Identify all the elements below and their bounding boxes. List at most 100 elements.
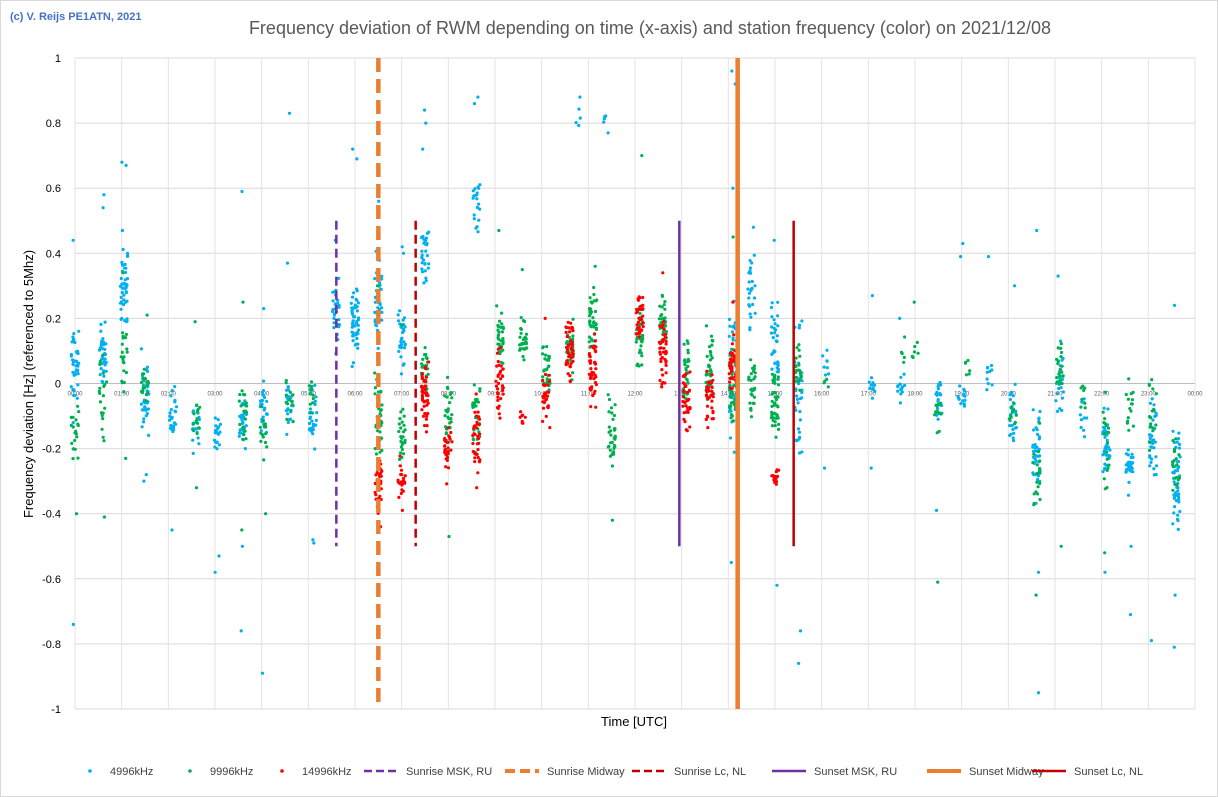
data-point bbox=[285, 432, 289, 436]
data-point bbox=[478, 389, 482, 393]
data-point bbox=[541, 352, 545, 356]
data-point bbox=[446, 409, 450, 413]
data-point bbox=[565, 345, 569, 349]
data-point bbox=[730, 342, 735, 346]
data-point bbox=[401, 452, 406, 456]
data-point bbox=[119, 355, 123, 359]
data-point bbox=[1153, 440, 1157, 444]
data-point bbox=[1011, 427, 1015, 431]
data-point bbox=[606, 393, 610, 397]
data-point bbox=[1148, 448, 1152, 452]
data-point bbox=[825, 348, 829, 352]
data-point bbox=[120, 290, 124, 295]
data-point bbox=[822, 365, 826, 369]
data-point bbox=[773, 474, 777, 478]
data-point bbox=[594, 375, 598, 379]
data-point bbox=[728, 395, 733, 399]
data-point bbox=[1103, 551, 1107, 555]
data-point bbox=[216, 418, 220, 422]
data-point bbox=[99, 329, 103, 333]
data-point bbox=[684, 428, 688, 432]
x-tick-label: 00:00 bbox=[1187, 392, 1203, 398]
data-point bbox=[1154, 464, 1159, 468]
data-point bbox=[610, 411, 614, 415]
data-point bbox=[730, 414, 735, 418]
data-point bbox=[261, 393, 266, 397]
data-point bbox=[400, 483, 404, 487]
data-point bbox=[1175, 440, 1179, 444]
data-point bbox=[1108, 448, 1112, 452]
data-point bbox=[1147, 383, 1151, 387]
data-point bbox=[750, 286, 754, 290]
data-point bbox=[568, 364, 572, 368]
data-point bbox=[990, 383, 994, 387]
data-point bbox=[259, 399, 263, 403]
data-point bbox=[603, 115, 607, 119]
data-point bbox=[608, 454, 613, 458]
data-point bbox=[1151, 438, 1156, 442]
data-point bbox=[592, 392, 596, 396]
data-point bbox=[123, 262, 127, 266]
data-point bbox=[771, 351, 775, 355]
data-point bbox=[285, 388, 289, 392]
data-point bbox=[729, 560, 733, 565]
data-point bbox=[311, 401, 315, 405]
data-point bbox=[571, 329, 575, 333]
data-point bbox=[588, 310, 592, 314]
data-point bbox=[1130, 402, 1134, 406]
data-point bbox=[1176, 437, 1180, 441]
y-tick-label: 1 bbox=[55, 53, 61, 65]
data-point bbox=[794, 365, 798, 369]
data-point bbox=[612, 428, 617, 432]
data-point bbox=[102, 439, 106, 443]
data-point bbox=[120, 286, 124, 290]
data-point bbox=[73, 438, 77, 443]
data-point bbox=[1031, 445, 1035, 449]
data-point bbox=[478, 387, 482, 391]
data-point bbox=[770, 399, 774, 403]
data-point bbox=[593, 389, 597, 393]
data-point bbox=[798, 418, 803, 422]
y-tick-label: 0.8 bbox=[46, 118, 61, 130]
data-point bbox=[501, 361, 505, 365]
data-point bbox=[574, 121, 578, 125]
data-point bbox=[1034, 449, 1038, 453]
data-point bbox=[237, 434, 241, 438]
data-point bbox=[120, 260, 124, 265]
data-point bbox=[773, 412, 778, 416]
data-point bbox=[262, 425, 267, 429]
data-point bbox=[547, 356, 551, 360]
data-point bbox=[957, 397, 961, 401]
data-point bbox=[589, 405, 593, 409]
data-point bbox=[1174, 437, 1178, 441]
data-point bbox=[355, 298, 359, 302]
data-point bbox=[307, 384, 311, 388]
data-point bbox=[122, 293, 126, 297]
data-point bbox=[1056, 359, 1060, 363]
data-point bbox=[1035, 480, 1039, 484]
data-point bbox=[403, 481, 407, 485]
data-point bbox=[214, 428, 218, 432]
data-point bbox=[473, 194, 477, 198]
data-point bbox=[797, 326, 801, 330]
data-point bbox=[119, 307, 123, 311]
data-point bbox=[935, 390, 939, 394]
data-point bbox=[607, 444, 611, 448]
data-point bbox=[1060, 396, 1064, 400]
data-point bbox=[308, 416, 312, 420]
data-point bbox=[423, 242, 428, 246]
data-point bbox=[1055, 376, 1059, 380]
data-point bbox=[379, 474, 383, 478]
data-point bbox=[449, 391, 453, 395]
data-point bbox=[544, 383, 549, 387]
data-point bbox=[350, 295, 355, 299]
data-point bbox=[826, 385, 830, 389]
data-point bbox=[1010, 390, 1014, 394]
data-point bbox=[350, 306, 354, 310]
data-point bbox=[589, 307, 593, 311]
data-point bbox=[264, 512, 268, 516]
data-point bbox=[1127, 466, 1131, 471]
data-point bbox=[446, 466, 451, 470]
data-point bbox=[662, 327, 666, 331]
data-point bbox=[519, 331, 523, 335]
